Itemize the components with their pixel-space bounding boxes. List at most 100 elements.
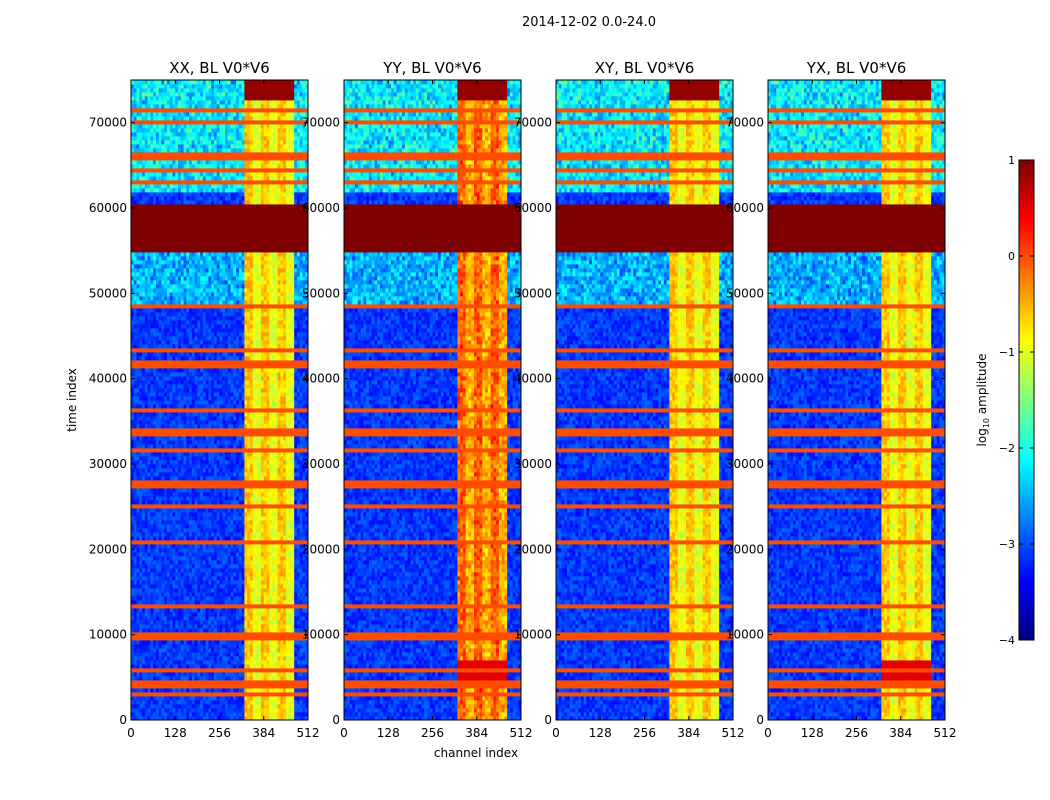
heatmap-cell	[261, 684, 264, 688]
heatmap-cell	[255, 704, 258, 708]
heatmap-cell	[231, 584, 234, 588]
heatmap-cell	[164, 648, 167, 652]
heatmap-cell	[231, 640, 234, 644]
heatmap-cell	[142, 680, 145, 684]
heatmap-cell	[153, 600, 156, 604]
heatmap-cell	[247, 600, 250, 604]
heatmap-cell	[189, 700, 192, 704]
heatmap-cell	[233, 708, 236, 712]
heatmap-cell	[300, 600, 303, 604]
heatmap-cell	[159, 624, 162, 628]
heatmap-cell	[275, 640, 278, 644]
heatmap-cell	[184, 572, 187, 576]
heatmap-cell	[220, 608, 223, 612]
heatmap-cell	[211, 604, 214, 608]
heatmap-cell	[208, 556, 211, 560]
heatmap-cell	[244, 628, 247, 632]
heatmap-cell	[142, 624, 145, 628]
heatmap-cell	[239, 712, 242, 716]
heatmap-cell	[150, 620, 153, 624]
heatmap-cell	[231, 620, 234, 624]
heatmap-cell	[255, 560, 258, 564]
heatmap-cell	[137, 620, 140, 624]
heatmap-cell	[195, 676, 198, 680]
heatmap-cell	[145, 644, 148, 648]
heatmap-cell	[278, 712, 281, 716]
heatmap-cell	[275, 552, 278, 556]
heatmap-cell	[242, 712, 245, 716]
heatmap-cell	[161, 628, 164, 632]
heatmap-cell	[195, 620, 198, 624]
heatmap-cell	[291, 596, 294, 600]
heatmap-cell	[228, 644, 231, 648]
heatmap-cell	[280, 644, 283, 648]
heatmap-cell	[233, 604, 236, 608]
heatmap-cell	[192, 616, 195, 620]
heatmap-cell	[289, 576, 292, 580]
heatmap-cell	[233, 580, 236, 584]
heatmap-cell	[214, 560, 217, 564]
heatmap-cell	[269, 600, 272, 604]
heatmap-cell	[186, 584, 189, 588]
heatmap-cell	[172, 568, 175, 572]
heatmap-cell	[161, 660, 164, 664]
heatmap-cell	[200, 692, 203, 696]
heatmap-cell	[186, 616, 189, 620]
heatmap-cell	[214, 584, 217, 588]
heatmap-cell	[186, 704, 189, 708]
heatmap-cell	[244, 624, 247, 628]
heatmap-cell	[170, 668, 173, 672]
heatmap-cell	[258, 572, 261, 576]
heatmap-cell	[236, 696, 239, 700]
heatmap-cell	[275, 712, 278, 716]
heatmap-cell	[278, 668, 281, 672]
heatmap-cell	[145, 556, 148, 560]
heatmap-cell	[156, 680, 159, 684]
heatmap-cell	[153, 632, 156, 636]
heatmap-cell	[172, 656, 175, 660]
heatmap-cell	[203, 688, 206, 692]
heatmap-cell	[244, 696, 247, 700]
heatmap-cell	[189, 712, 192, 716]
heatmap-cell	[228, 672, 231, 676]
heatmap-cell	[211, 692, 214, 696]
heatmap-cell	[231, 696, 234, 700]
heatmap-cell	[175, 696, 178, 700]
heatmap-cell	[164, 684, 167, 688]
heatmap-cell	[236, 616, 239, 620]
heatmap-cell	[269, 620, 272, 624]
heatmap-cell	[137, 592, 140, 596]
heatmap-cell	[267, 616, 270, 620]
heatmap-cell	[300, 592, 303, 596]
heatmap-cell	[208, 632, 211, 636]
heatmap-cell	[137, 560, 140, 564]
heatmap-cell	[203, 584, 206, 588]
heatmap-cell	[211, 632, 214, 636]
heatmap-cell	[289, 612, 292, 616]
heatmap-cell	[250, 600, 253, 604]
heatmap-cell	[189, 624, 192, 628]
heatmap-cell	[217, 576, 220, 580]
heatmap-cell	[302, 604, 305, 608]
heatmap-cell	[291, 708, 294, 712]
heatmap-cell	[214, 644, 217, 648]
heatmap-cell	[170, 664, 173, 668]
heatmap-cell	[236, 580, 239, 584]
suptitle: 2014-12-02 0.0-24.0	[522, 15, 656, 30]
heatmap-cell	[261, 620, 264, 624]
heatmap-cell	[300, 680, 303, 684]
heatmap-cell	[289, 668, 292, 672]
heatmap-cell	[275, 660, 278, 664]
heatmap-cell	[178, 576, 181, 580]
heatmap-cell	[286, 644, 289, 648]
heatmap-cell	[222, 612, 225, 616]
heatmap-cell	[214, 592, 217, 596]
heatmap-cell	[142, 568, 145, 572]
heatmap-cell	[172, 672, 175, 676]
heatmap-cell	[283, 616, 286, 620]
heatmap-cell	[300, 648, 303, 652]
heatmap-cell	[164, 644, 167, 648]
heatmap-cell	[283, 676, 286, 680]
heatmap-cell	[286, 660, 289, 664]
heatmap-cell	[200, 576, 203, 580]
